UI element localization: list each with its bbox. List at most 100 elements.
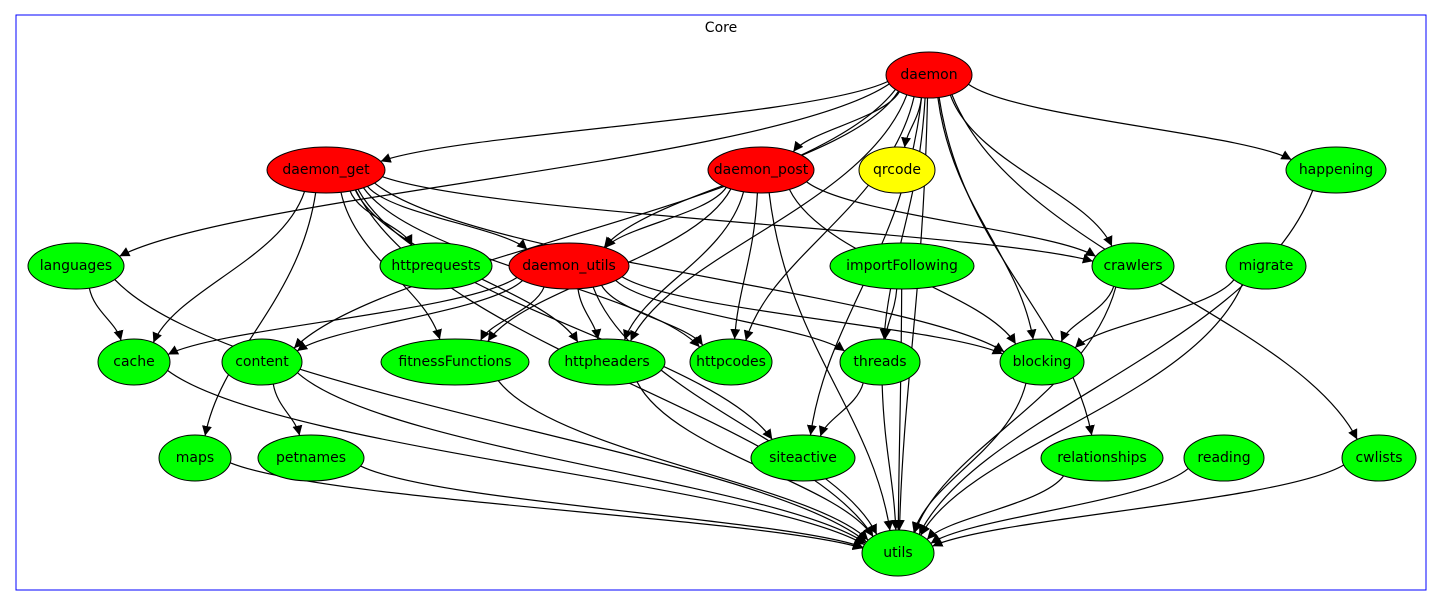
edge-daemon_post-to-crawlers: [806, 181, 1097, 257]
node-daemon_post-label: daemon_post: [714, 162, 809, 178]
edge-threads-to-siteactive: [818, 382, 864, 437]
cluster-core-label: Core: [705, 20, 737, 36]
edges: [88, 80, 1358, 551]
node-httpheaders[interactable]: httpheaders: [548, 338, 666, 386]
node-migrate-label: migrate: [1239, 258, 1294, 274]
edge-migrate-to-utils: [920, 284, 1243, 536]
node-daemon_post-shape: [707, 146, 815, 194]
node-qrcode[interactable]: qrcode: [858, 146, 936, 194]
edge-importFollowing-to-threads: [881, 288, 898, 340]
edge-daemon-to-happening: [968, 83, 1292, 161]
node-siteactive[interactable]: siteactive: [750, 434, 856, 482]
edge-migrate-to-blocking: [1074, 279, 1235, 349]
edge-daemon_utils-to-content: [296, 280, 523, 352]
node-relationships-label: relationships: [1057, 450, 1147, 466]
node-maps-shape: [158, 434, 232, 482]
node-daemon_get-shape: [266, 146, 386, 194]
edge-daemon-to-httpheaders: [630, 94, 908, 342]
node-qrcode-shape: [858, 146, 936, 194]
edge-blocking-to-utils: [911, 383, 1027, 533]
edge-relationships-to-utils: [926, 475, 1065, 540]
node-blocking-shape: [999, 338, 1085, 386]
edge-daemon_utils-to-fitnessFunctions: [480, 286, 545, 341]
node-daemon_utils[interactable]: daemon_utils: [508, 242, 630, 290]
edge-daemon_get-to-maps: [202, 192, 317, 437]
node-cwlists-shape: [1341, 434, 1417, 482]
edge-petnames-to-utils: [360, 465, 864, 549]
node-cwlists[interactable]: cwlists: [1341, 434, 1417, 482]
node-content[interactable]: content: [221, 338, 303, 386]
edge-cwlists-to-utils: [932, 464, 1345, 547]
edge-content-to-petnames: [272, 383, 303, 436]
node-fitnessFunctions-shape: [380, 338, 530, 386]
edge-daemon_utils-to-httpheaders: [577, 288, 602, 340]
node-utils-shape: [861, 529, 935, 577]
node-languages[interactable]: languages: [27, 242, 125, 290]
node-petnames[interactable]: petnames: [257, 434, 365, 482]
edge-cache-to-utils: [167, 369, 865, 546]
edge-daemon_get-to-httprequests: [349, 190, 413, 246]
node-crawlers-label: crawlers: [1103, 258, 1162, 274]
edge-content-to-utils: [297, 372, 866, 544]
node-cache[interactable]: cache: [97, 338, 171, 386]
node-cache-label: cache: [113, 354, 154, 370]
edge-daemon_post-to-daemon_utils: [605, 187, 727, 249]
node-daemon-shape: [885, 51, 973, 99]
node-threads-label: threads: [853, 354, 906, 370]
edge-daemon_get-to-blocking: [374, 182, 1005, 353]
node-qrcode-label: qrcode: [873, 162, 921, 178]
node-fitnessFunctions[interactable]: fitnessFunctions: [380, 338, 530, 386]
cluster-core-border: [15, 14, 1427, 591]
node-httprequests-shape: [379, 242, 493, 290]
node-utils-label: utils: [883, 545, 912, 561]
node-daemon_utils-label: daemon_utils: [522, 258, 616, 274]
edge-daemon_post-to-httpcodes: [730, 192, 759, 340]
edge-daemon-to-languages: [119, 83, 890, 257]
node-daemon[interactable]: daemon: [885, 51, 973, 99]
node-utils[interactable]: utils: [861, 529, 935, 577]
edge-daemon_utils-to-threads: [615, 279, 846, 352]
edge-daemon_get-to-siteactive: [357, 189, 773, 440]
edge-reading-to-utils: [930, 467, 1189, 544]
node-crawlers-shape: [1091, 242, 1175, 290]
edge-languages-to-cache: [88, 287, 124, 341]
node-siteactive-label: siteactive: [769, 450, 837, 466]
node-happening-label: happening: [1299, 162, 1373, 178]
edge-importFollowing-to-utils: [893, 288, 904, 531]
node-httpcodes[interactable]: httpcodes: [689, 338, 773, 386]
node-httprequests[interactable]: httprequests: [379, 242, 493, 290]
node-reading[interactable]: reading: [1183, 434, 1265, 482]
node-blocking-label: blocking: [1013, 354, 1072, 370]
edge-daemon_get-to-daemon_utils: [366, 185, 528, 250]
node-relationships[interactable]: relationships: [1040, 434, 1164, 482]
node-importFollowing-shape: [829, 242, 975, 290]
node-daemon_post[interactable]: daemon_post: [707, 146, 815, 194]
edge-daemon-to-content: [293, 89, 896, 349]
edge-daemon_get-to-cache: [152, 191, 306, 343]
edge-threads-to-utils: [881, 384, 901, 531]
edge-daemon-to-daemon_get: [380, 80, 889, 163]
node-blocking[interactable]: blocking: [999, 338, 1085, 386]
edge-daemon_utils-to-blocking: [621, 276, 1003, 355]
node-daemon_get-label: daemon_get: [282, 162, 370, 178]
edge-happening-to-utils: [918, 190, 1314, 535]
node-importFollowing-label: importFollowing: [846, 258, 958, 274]
edge-crawlers-to-blocking: [1060, 286, 1115, 342]
node-happening[interactable]: happening: [1285, 146, 1387, 194]
node-migrate[interactable]: migrate: [1225, 242, 1307, 290]
node-daemon_get[interactable]: daemon_get: [266, 146, 386, 194]
node-reading-shape: [1183, 434, 1265, 482]
node-httpcodes-shape: [689, 338, 773, 386]
node-crawlers[interactable]: crawlers: [1091, 242, 1175, 290]
node-importFollowing[interactable]: importFollowing: [829, 242, 975, 290]
node-daemon_utils-shape: [508, 242, 630, 290]
node-cache-shape: [97, 338, 171, 386]
node-maps[interactable]: maps: [158, 434, 232, 482]
node-httpheaders-label: httpheaders: [564, 354, 649, 370]
node-threads[interactable]: threads: [839, 338, 921, 386]
edge-daemon-to-qrcode: [901, 97, 922, 148]
edge-crawlers-to-utils: [913, 286, 1117, 533]
edge-daemon-to-blocking: [937, 97, 1037, 340]
node-httpcodes-label: httpcodes: [696, 354, 766, 370]
